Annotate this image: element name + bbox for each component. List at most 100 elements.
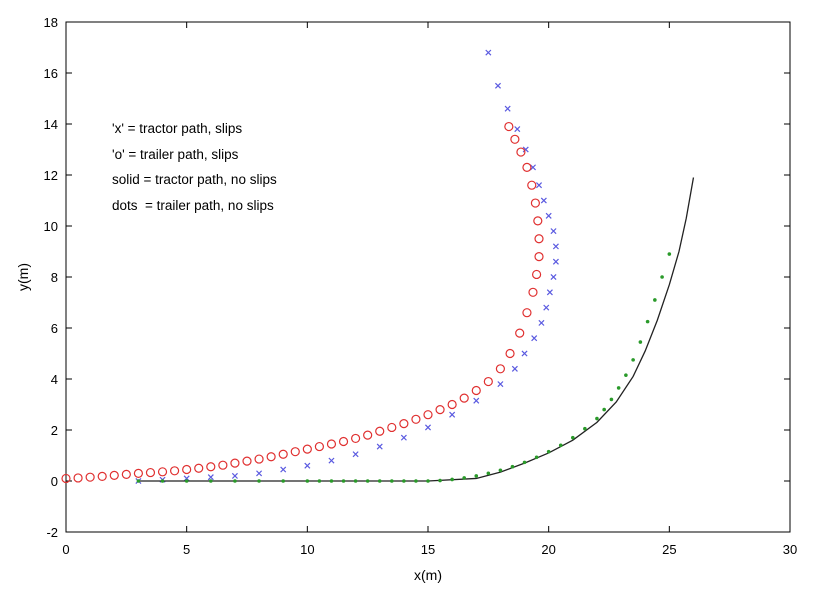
data-point — [631, 358, 635, 362]
y-tick-label: 6 — [51, 321, 58, 336]
data-point — [552, 243, 559, 250]
series-dot — [136, 252, 672, 483]
y-tick-label: 18 — [44, 15, 58, 30]
data-point — [459, 393, 469, 403]
data-point — [170, 466, 180, 476]
data-point — [314, 441, 324, 452]
data-point — [182, 464, 192, 475]
x-tick-label: 20 — [541, 542, 555, 557]
data-point — [474, 474, 479, 478]
data-point — [280, 466, 287, 473]
data-point — [522, 146, 529, 153]
y-tick-label: 8 — [51, 270, 58, 285]
data-point — [534, 234, 544, 244]
y-tick-label: 16 — [44, 66, 58, 81]
data-point — [545, 212, 552, 219]
data-point — [328, 457, 335, 464]
data-point — [423, 410, 433, 420]
data-point — [546, 289, 553, 296]
data-point — [504, 105, 511, 112]
data-point — [571, 435, 575, 440]
data-point — [534, 252, 544, 262]
data-point — [511, 365, 518, 372]
data-point — [550, 273, 557, 281]
data-point — [638, 340, 643, 344]
data-point — [624, 373, 628, 377]
x-tick-label: 25 — [662, 542, 676, 557]
y-tick-label: 2 — [51, 423, 58, 438]
data-point — [352, 451, 359, 458]
data-point — [157, 467, 168, 477]
data-point — [233, 479, 237, 483]
data-point — [256, 470, 263, 477]
data-point — [533, 216, 543, 226]
data-point — [254, 454, 264, 464]
data-point — [194, 463, 204, 473]
data-point — [514, 126, 521, 133]
annotation-block: 'x' = tractor path, slips 'o' = trailer … — [112, 121, 277, 213]
data-point — [402, 479, 406, 483]
data-point — [450, 477, 454, 482]
data-point — [121, 469, 131, 479]
data-point — [424, 424, 432, 431]
data-point — [207, 474, 214, 481]
data-point — [411, 414, 421, 424]
data-point — [540, 197, 547, 204]
data-point — [510, 134, 520, 144]
data-point — [365, 479, 370, 483]
y-axis-label: y(m) — [15, 263, 31, 291]
data-point — [390, 479, 394, 483]
data-point — [97, 471, 107, 482]
data-point — [400, 434, 407, 441]
data-point — [387, 422, 397, 433]
series-o — [61, 121, 544, 484]
data-point — [495, 364, 505, 374]
data-point — [531, 269, 542, 280]
data-point — [521, 350, 528, 357]
data-point — [338, 436, 349, 447]
data-point — [257, 479, 261, 483]
data-point — [538, 319, 545, 326]
data-point — [281, 479, 286, 483]
data-point — [473, 397, 480, 404]
data-point — [414, 479, 418, 483]
data-point — [534, 455, 539, 460]
data-point — [471, 385, 481, 396]
data-point — [278, 449, 288, 459]
data-point — [653, 298, 657, 302]
x-tick-label: 5 — [183, 542, 190, 557]
data-point — [530, 198, 540, 208]
data-point — [438, 478, 442, 483]
data-point — [595, 416, 599, 421]
data-point — [61, 473, 71, 484]
series-x — [135, 49, 559, 485]
data-point — [377, 479, 382, 483]
data-point — [552, 258, 559, 265]
y-tick-label: 4 — [51, 372, 58, 387]
data-point — [447, 399, 457, 410]
data-point — [498, 468, 503, 473]
data-point — [527, 180, 537, 190]
data-point — [449, 411, 456, 418]
data-point — [529, 164, 537, 171]
data-point — [522, 162, 532, 172]
data-point — [85, 472, 95, 482]
data-point — [550, 228, 557, 235]
data-point — [645, 319, 650, 324]
data-point — [462, 476, 467, 480]
data-point — [543, 304, 550, 311]
data-point — [341, 479, 346, 483]
x-tick-label: 0 — [62, 542, 69, 557]
data-point — [486, 471, 491, 476]
data-point — [73, 473, 83, 483]
data-point — [351, 433, 361, 444]
y-tick-label: 14 — [44, 117, 58, 132]
data-point — [305, 479, 310, 483]
data-point — [494, 82, 502, 89]
data-point — [522, 308, 532, 318]
x-tick-label: 10 — [300, 542, 314, 557]
data-point — [206, 462, 216, 472]
data-point — [528, 287, 538, 297]
annotation-1: 'x' = tractor path, slips — [112, 121, 242, 136]
